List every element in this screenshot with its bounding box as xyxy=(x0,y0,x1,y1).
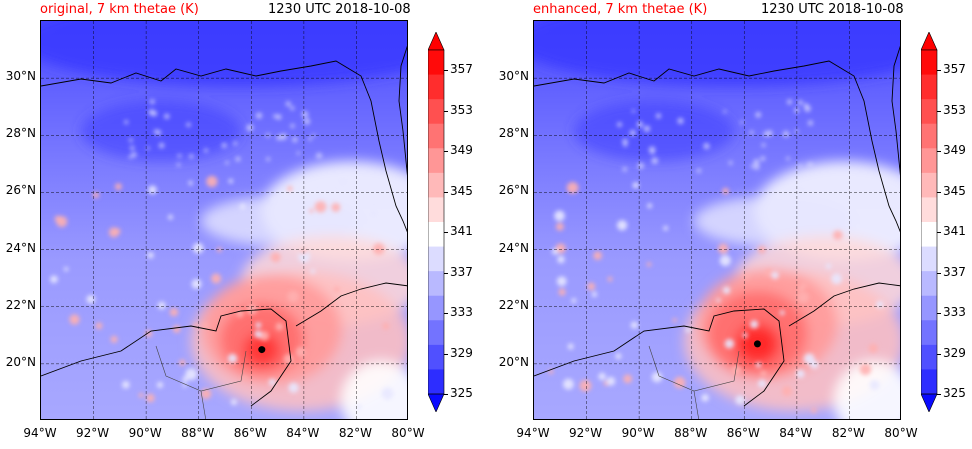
colorbar-tick xyxy=(937,110,941,112)
colorbar-tick xyxy=(444,151,448,153)
lat-tick-label: 24°N xyxy=(5,240,36,255)
colorbar-tick-label: 333 xyxy=(943,305,966,320)
lon-tick-label: 94°W xyxy=(23,426,57,440)
colorbar-tick xyxy=(444,313,448,315)
panel2-colorbar: 357 353 349 345 341 337 333 329 325 xyxy=(921,32,966,412)
colorbar-tick-label: 345 xyxy=(450,183,473,198)
thetae-field xyxy=(41,21,407,419)
colorbar-tick-label: 325 xyxy=(943,386,966,400)
lon-tick-label: 86°W xyxy=(726,426,760,440)
lon-tick-label: 82°W xyxy=(338,426,372,440)
gridlines xyxy=(534,21,900,419)
lat-tick-label: 28°N xyxy=(5,126,36,141)
colorbar-tick-label: 337 xyxy=(943,264,966,279)
colorbar-tick-label: 357 xyxy=(450,62,473,77)
lat-tick-label: 22°N xyxy=(5,297,36,312)
colorbar-tick-label: 353 xyxy=(943,102,966,117)
panel2-time: 1230 UTC 2018-10-08 xyxy=(761,2,904,17)
lat-tick-label: 30°N xyxy=(498,69,529,84)
lon-tick-label: 90°W xyxy=(621,426,655,440)
colorbar-tick xyxy=(444,232,448,234)
colorbar-tick xyxy=(937,191,941,193)
panel2-title: enhanced, 7 km thetae (K) xyxy=(533,2,708,17)
lat-tick-label: 20°N xyxy=(5,354,36,369)
lon-tick-label: 84°W xyxy=(286,426,320,440)
lon-tick-label: 84°W xyxy=(779,426,813,440)
lon-tick-label: 92°W xyxy=(568,426,603,440)
lon-tick-label: 92°W xyxy=(75,426,110,440)
panel1-time: 1230 UTC 2018-10-08 xyxy=(268,2,411,17)
lat-tick-label: 26°N xyxy=(498,183,529,198)
lon-tick-label: 90°W xyxy=(128,426,162,440)
coastline xyxy=(534,45,900,407)
colorbar-tick-label: 345 xyxy=(943,183,966,198)
lon-tick-label: 80°W xyxy=(884,426,918,440)
colorbar-tick xyxy=(444,110,448,112)
lat-tick-label: 24°N xyxy=(498,240,529,255)
lat-tick-label: 22°N xyxy=(498,297,529,312)
lat-tick-label: 30°N xyxy=(5,69,36,84)
colorbar-tick-label: 329 xyxy=(943,345,966,360)
lon-tick-label: 94°W xyxy=(516,426,550,440)
panel1-map xyxy=(40,20,408,420)
lon-tick-label: 80°W xyxy=(391,426,425,440)
colorbar-tick xyxy=(444,70,448,72)
thetae-field xyxy=(534,21,900,419)
colorbar-tick xyxy=(937,70,941,72)
lon-tick-label: 82°W xyxy=(831,426,865,440)
lon-tick-label: 88°W xyxy=(674,426,708,440)
colorbar-tick xyxy=(937,353,941,355)
coastline xyxy=(41,45,407,407)
gridlines xyxy=(41,21,407,419)
colorbar-tick-label: 349 xyxy=(450,143,473,158)
colorbar-tick xyxy=(937,394,941,395)
colorbar-tick-label: 357 xyxy=(943,62,966,77)
lat-tick-label: 20°N xyxy=(498,354,529,369)
colorbar-tick xyxy=(937,151,941,153)
colorbar-tick xyxy=(444,272,448,274)
lat-tick-label: 26°N xyxy=(5,183,36,198)
panel1-colorbar: 357 353 349 345 341 337 333 329 325 xyxy=(428,32,473,412)
panel1-title: original, 7 km thetae (K) xyxy=(40,2,199,17)
colorbar-scale xyxy=(428,32,445,412)
colorbar-tick-label: 341 xyxy=(450,224,473,239)
storm-center-marker xyxy=(753,340,761,348)
panel2-map xyxy=(533,20,901,420)
colorbar-tick xyxy=(444,394,448,395)
lat-tick-label: 28°N xyxy=(498,126,529,141)
colorbar-tick-label: 349 xyxy=(943,143,966,158)
colorbar-tick xyxy=(937,232,941,234)
storm-center-marker xyxy=(258,346,266,354)
colorbar-tick xyxy=(444,353,448,355)
colorbar-tick-label: 325 xyxy=(450,386,473,400)
colorbar-tick-label: 329 xyxy=(450,345,473,360)
colorbar-tick-label: 341 xyxy=(943,224,966,239)
colorbar-tick xyxy=(444,191,448,193)
colorbar-tick-label: 337 xyxy=(450,264,473,279)
colorbar-tick xyxy=(937,313,941,315)
colorbar-scale xyxy=(921,32,938,412)
lon-tick-label: 86°W xyxy=(233,426,267,440)
colorbar-tick-label: 333 xyxy=(450,305,473,320)
lon-tick-label: 88°W xyxy=(181,426,215,440)
colorbar-tick xyxy=(937,272,941,274)
colorbar-tick-label: 353 xyxy=(450,102,473,117)
